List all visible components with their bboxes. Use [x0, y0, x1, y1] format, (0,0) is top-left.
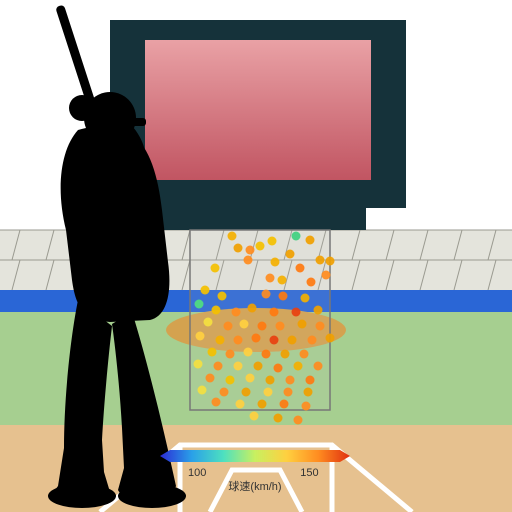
pitch-marker: [294, 362, 303, 371]
pitch-marker: [307, 278, 316, 287]
pitch-marker: [280, 400, 289, 409]
legend-colorbar: [160, 450, 350, 462]
pitch-marker: [306, 376, 315, 385]
pitch-marker: [268, 237, 277, 246]
pitch-marker: [234, 336, 243, 345]
legend-label: 球速(km/h): [228, 479, 281, 493]
legend-tick: 100: [188, 467, 206, 479]
pitch-marker: [278, 276, 287, 285]
pitch-marker: [232, 308, 241, 317]
pitch-marker: [274, 364, 283, 373]
pitch-marker: [262, 290, 271, 299]
scoreboard-screen: [145, 40, 371, 180]
pitch-marker: [270, 308, 279, 317]
pitch-marker: [240, 320, 249, 329]
pitch-marker: [226, 350, 235, 359]
pitch-marker: [296, 264, 305, 273]
pitch-marker: [326, 257, 335, 266]
pitch-marker: [298, 320, 307, 329]
pitch-marker: [224, 322, 233, 331]
pitch-marker: [195, 300, 204, 309]
pitch-marker: [292, 308, 301, 317]
pitch-marker: [234, 244, 243, 253]
pitch-marker: [204, 318, 213, 327]
pitch-marker: [212, 306, 221, 315]
pitch-marker: [214, 362, 223, 371]
pitch-marker: [314, 362, 323, 371]
pitch-marker: [252, 334, 261, 343]
pitch-marker: [194, 360, 203, 369]
pitch-marker: [302, 402, 311, 411]
pitch-marker: [262, 350, 271, 359]
pitch-chart: 100 150 球速(km/h): [0, 0, 512, 512]
pitch-marker: [254, 362, 263, 371]
pitch-marker: [246, 246, 255, 255]
scoreboard-base: [150, 208, 366, 230]
pitch-marker: [300, 350, 309, 359]
pitch-marker: [306, 236, 315, 245]
pitch-marker: [226, 376, 235, 385]
pitch-marker: [246, 374, 255, 383]
pitch-marker: [326, 334, 335, 343]
pitch-marker: [236, 400, 245, 409]
pitch-marker: [316, 322, 325, 331]
pitch-marker: [281, 350, 290, 359]
pitch-marker: [292, 232, 301, 241]
pitch-marker: [258, 400, 267, 409]
pitch-marker: [250, 412, 259, 421]
pitch-marker: [304, 388, 313, 397]
pitch-marker: [301, 294, 310, 303]
pitch-marker: [206, 374, 215, 383]
pitch-marker: [284, 388, 293, 397]
pitch-marker: [244, 256, 253, 265]
pitch-marker: [314, 306, 323, 315]
pitch-marker: [279, 292, 288, 301]
pitch-marker: [316, 256, 325, 265]
legend-tick: 150: [300, 467, 318, 479]
pitch-marker: [286, 250, 295, 259]
pitch-marker: [258, 322, 267, 331]
pitch-marker: [266, 376, 275, 385]
pitch-marker: [220, 388, 229, 397]
pitch-marker: [208, 348, 217, 357]
pitch-marker: [198, 386, 207, 395]
pitch-marker: [266, 274, 275, 283]
pitch-marker: [211, 264, 220, 273]
pitch-marker: [322, 271, 331, 280]
pitch-marker: [274, 414, 283, 423]
pitch-marker: [201, 286, 210, 295]
pitch-marker: [248, 304, 257, 313]
pitch-marker: [196, 332, 205, 341]
pitch-marker: [264, 388, 273, 397]
pitch-marker: [294, 416, 303, 425]
pitch-marker: [288, 336, 297, 345]
pitch-marker: [242, 388, 251, 397]
pitch-marker: [286, 376, 295, 385]
pitch-marker: [234, 362, 243, 371]
pitch-marker: [276, 322, 285, 331]
pitch-marker: [271, 258, 280, 267]
pitch-marker: [228, 232, 237, 241]
pitch-marker: [244, 348, 253, 357]
pitch-marker: [212, 398, 221, 407]
pitch-marker: [270, 336, 279, 345]
pitch-marker: [218, 292, 227, 301]
pitch-marker: [308, 336, 317, 345]
pitch-marker: [256, 242, 265, 251]
pitch-marker: [216, 336, 225, 345]
